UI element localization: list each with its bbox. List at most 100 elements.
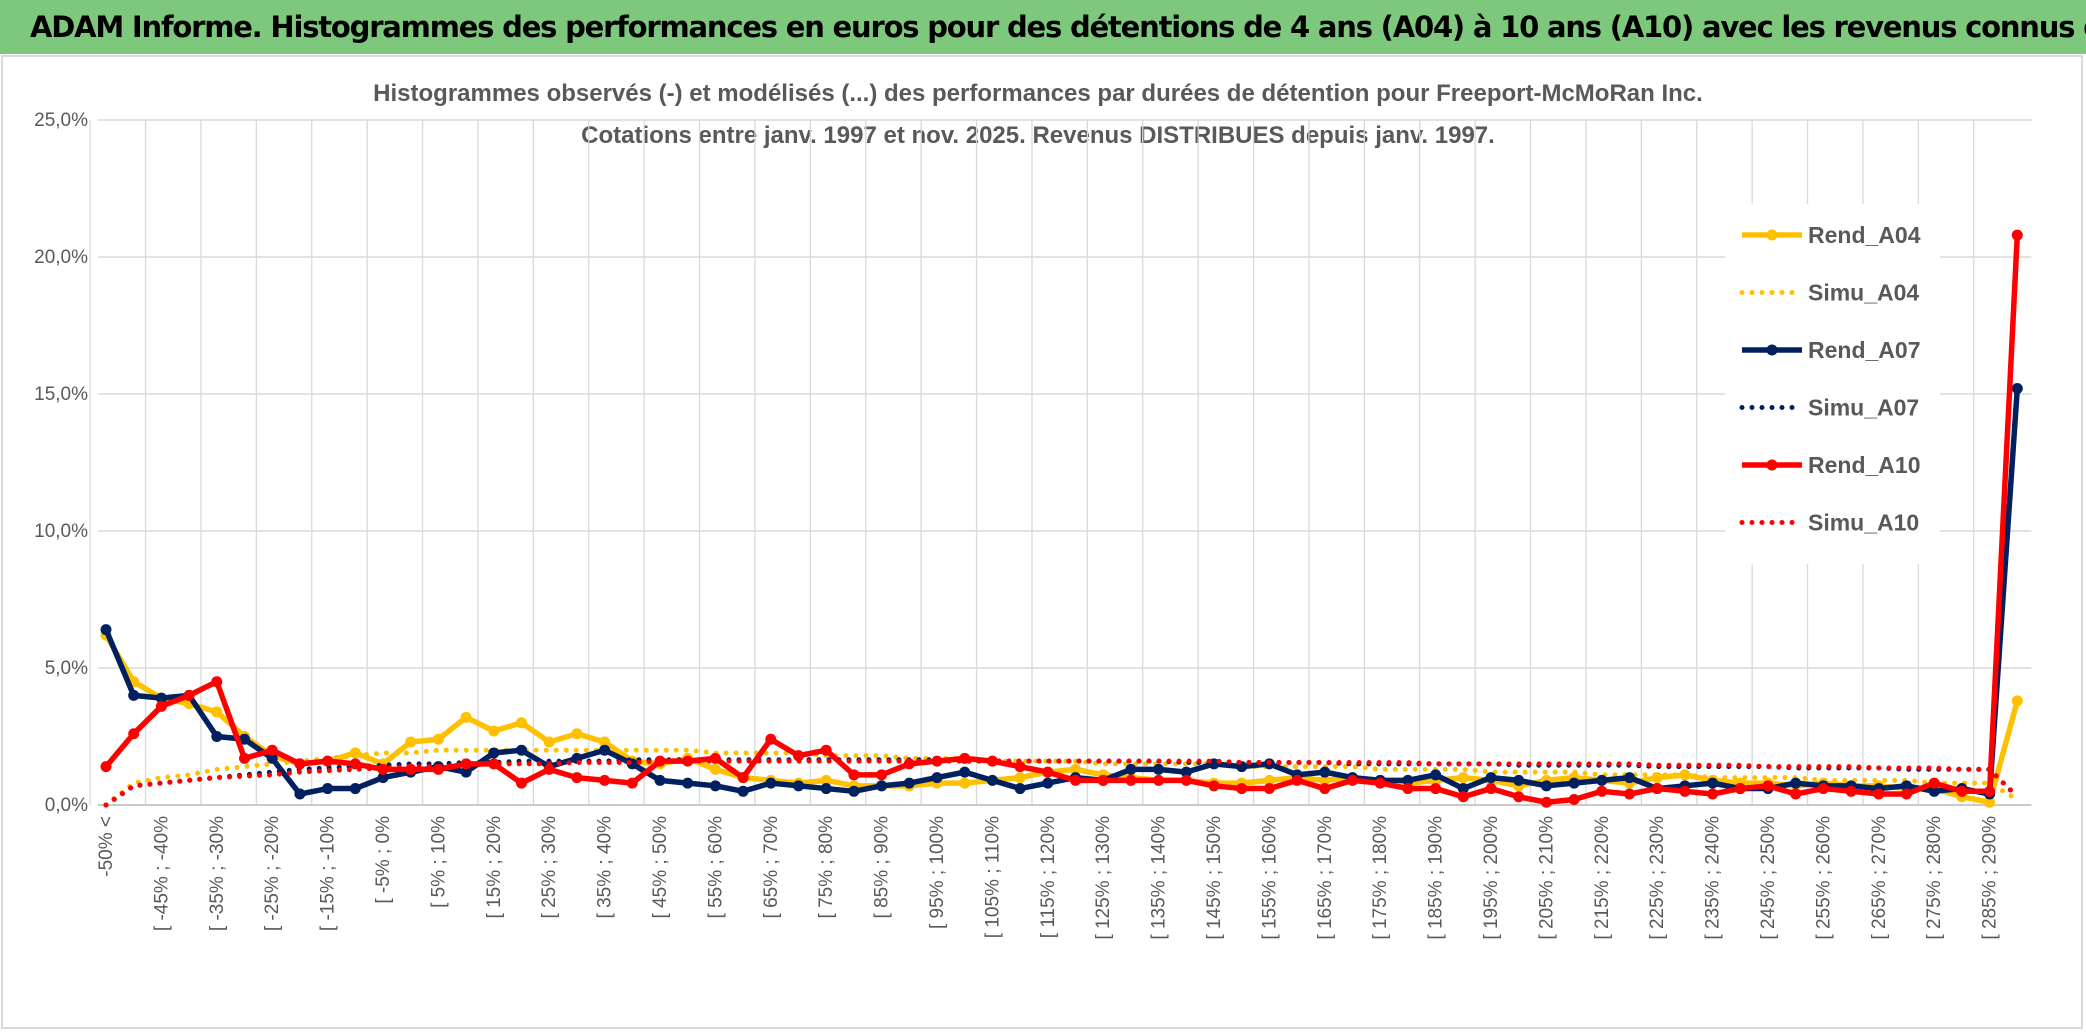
legend-label: Simu_A07 [1808, 395, 1919, 421]
point [488, 758, 500, 770]
point [986, 755, 998, 767]
point [322, 755, 334, 767]
point [377, 772, 389, 784]
point [211, 706, 223, 718]
point [155, 700, 167, 712]
point [516, 717, 527, 729]
point [183, 689, 195, 701]
x-tick-label: [ 105% ; 110% [982, 816, 1003, 938]
point [1540, 780, 1552, 792]
point [571, 728, 583, 740]
point [1125, 763, 1137, 775]
point [737, 772, 749, 784]
point [211, 731, 223, 742]
point [793, 750, 804, 762]
point [876, 780, 888, 792]
x-tick-label: [ -5% ; 0% [373, 816, 394, 904]
point [1984, 796, 1996, 808]
point [1070, 774, 1081, 786]
x-tick-label: [ 235% ; 240% [1703, 816, 1724, 940]
point [1873, 788, 1885, 800]
x-tick-label: [ -35% ; -30% [207, 816, 228, 931]
point [1984, 785, 1996, 797]
point [1624, 772, 1635, 784]
x-tick-label: [ -25% ; -20% [262, 816, 283, 931]
point [1402, 774, 1414, 786]
point [516, 777, 527, 789]
x-tick-label: [ 155% ; 160% [1259, 816, 1280, 940]
point [1263, 774, 1275, 786]
point [488, 747, 500, 759]
point [959, 777, 971, 789]
point [1347, 774, 1358, 786]
x-tick-label: [ 5% ; 10% [428, 816, 449, 908]
legend-marker [1766, 229, 1778, 241]
point [1485, 783, 1497, 795]
point [654, 774, 666, 786]
x-tick-label: [ 135% ; 140% [1149, 816, 1170, 940]
point [2011, 695, 2023, 707]
legend-label: Rend_A10 [1808, 452, 1920, 478]
y-tick-label: 10,0% [34, 521, 88, 542]
x-tick-label: [ 175% ; 180% [1370, 816, 1391, 940]
point [1790, 788, 1802, 800]
point [1319, 783, 1331, 795]
point [1014, 772, 1026, 784]
point [848, 769, 860, 781]
point [1707, 788, 1719, 800]
point [460, 766, 472, 778]
point [737, 785, 749, 797]
x-tick-label: [ 125% ; 130% [1093, 816, 1114, 940]
point [488, 725, 500, 737]
point [682, 777, 694, 789]
legend-box [1725, 204, 1940, 564]
point [239, 733, 250, 745]
point [1928, 777, 1940, 789]
point [820, 774, 832, 786]
point [266, 744, 278, 756]
x-tick-label: [ 25% ; 30% [539, 816, 560, 919]
point [1014, 761, 1026, 773]
point [1014, 783, 1026, 795]
point [1153, 763, 1165, 775]
point [1624, 788, 1635, 800]
x-tick-label: [ 245% ; 250% [1758, 816, 1779, 940]
y-tick-label: 0,0% [45, 795, 88, 816]
point [986, 774, 998, 786]
point [709, 780, 721, 792]
x-tick-label: [ 265% ; 270% [1869, 816, 1890, 940]
point [903, 758, 915, 770]
point [1374, 777, 1386, 789]
x-tick-label: [ 205% ; 210% [1536, 816, 1557, 940]
point [1070, 763, 1081, 775]
x-tick-label: [ -45% ; -40% [151, 816, 172, 931]
y-tick-label: 20,0% [34, 247, 88, 268]
point [2011, 229, 2023, 241]
series-line [103, 234, 2021, 806]
point [1042, 777, 1054, 789]
chart: Histogrammes observés (-) et modélisés (… [1, 55, 2083, 1029]
point [294, 788, 306, 800]
point [1485, 772, 1497, 784]
x-tick-label: [ 145% ; 150% [1204, 816, 1225, 940]
point [1042, 766, 1054, 778]
point [128, 728, 140, 740]
chart-title: Histogrammes observés (-) et modélisés (… [373, 80, 1703, 107]
point [1540, 796, 1552, 808]
point [1208, 780, 1220, 792]
point [1180, 766, 1192, 778]
header-title: ADAM Informe. Histogrammes des performan… [0, 0, 2086, 54]
point [599, 774, 611, 786]
point [876, 769, 888, 781]
y-tick-label: 15,0% [34, 384, 88, 405]
x-tick-label: [ 115% ; 120% [1038, 816, 1059, 938]
point [1734, 783, 1746, 795]
point [1928, 785, 1940, 797]
legend-label: Rend_A07 [1808, 337, 1920, 363]
point [765, 733, 777, 745]
x-tick-label: [ 65% ; 70% [761, 816, 782, 919]
series-line [103, 758, 2020, 808]
x-tick-label: [ 55% ; 60% [705, 816, 726, 919]
point [460, 711, 472, 723]
point [820, 783, 832, 795]
